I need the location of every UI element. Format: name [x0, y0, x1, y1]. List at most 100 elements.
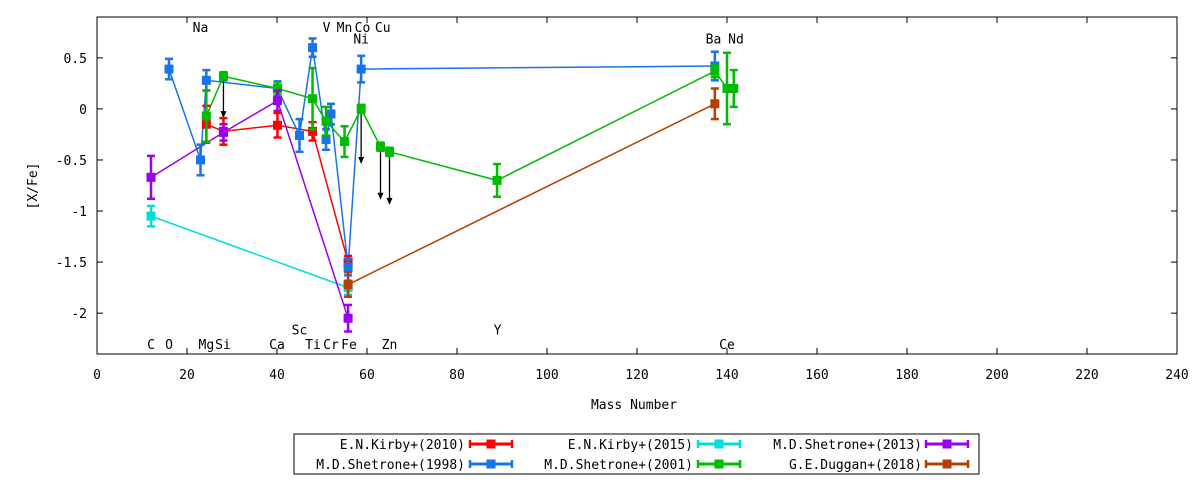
element-label: Sc	[292, 323, 308, 338]
x-tick-label: 180	[895, 368, 918, 383]
legend-label: E.N.Kirby+(2010)	[340, 438, 465, 453]
legend: E.N.Kirby+(2010) M.D.Shetrone+(1998) E.N.K…	[293, 433, 980, 475]
series-line	[347, 103, 716, 286]
legend-marker	[486, 459, 496, 469]
element-label: V	[323, 21, 331, 36]
data-point	[356, 104, 366, 114]
element-label: Ca	[269, 338, 285, 353]
element-label: Y	[494, 323, 502, 338]
legend-label: M.D.Shetrone+(2001)	[544, 458, 693, 473]
data-point	[295, 130, 304, 140]
x-axis-label: Mass Number	[591, 398, 677, 413]
y-tick-label: 0	[79, 103, 87, 118]
x-tick-label: 0	[93, 368, 101, 383]
x-tick-label: 220	[1075, 368, 1098, 383]
data-point	[218, 71, 228, 81]
element-label: Cu	[375, 21, 391, 36]
upper-limit-arrowhead	[377, 192, 384, 200]
element-label: Nd	[728, 32, 744, 47]
data-point	[710, 99, 720, 109]
data-point	[340, 137, 349, 147]
data-point	[308, 94, 318, 104]
y-tick-label: -0.5	[56, 154, 87, 169]
y-tick-label: 0.5	[64, 52, 87, 67]
data-point	[272, 83, 282, 93]
legend-label: M.D.Shetrone+(1998)	[316, 458, 465, 473]
element-label: Ba	[706, 32, 722, 47]
element-label: Ti	[305, 338, 321, 353]
data-point	[385, 147, 394, 157]
x-tick-label: 140	[715, 368, 738, 383]
data-point	[196, 155, 205, 165]
data-point	[201, 111, 211, 121]
x-tick-label: 80	[449, 368, 465, 383]
data-point	[326, 109, 336, 119]
chart-ticks: 0 20 40 60 80 100 120 140 160 180 200 220 240 0.5 0 -0.…	[56, 17, 1189, 383]
element-label: C	[147, 338, 155, 353]
element-label: Ce	[719, 338, 735, 353]
data-point	[146, 172, 156, 182]
legend-marker	[942, 459, 952, 469]
upper-limit-arrowhead	[386, 197, 393, 205]
y-tick-label: -1.5	[56, 256, 87, 271]
upper-limit-arrowhead	[220, 111, 227, 119]
data-point	[356, 64, 366, 74]
y-tick-label: -1	[71, 205, 87, 220]
legend-marker	[714, 439, 724, 449]
x-tick-label: 20	[179, 368, 195, 383]
element-label: Cr	[323, 338, 339, 353]
y-tick-label: -2	[71, 307, 87, 322]
data-point	[376, 142, 385, 152]
legend-marker	[942, 439, 952, 449]
legend-box	[293, 433, 980, 475]
legend-label: E.N.Kirby+(2015)	[568, 438, 693, 453]
element-label: Ni	[353, 32, 369, 47]
data-point	[308, 43, 318, 53]
data-point	[321, 116, 331, 126]
x-tick-label: 40	[269, 368, 285, 383]
element-label: Fe	[341, 338, 357, 353]
element-label: Zn	[382, 338, 398, 353]
data-point	[218, 127, 228, 137]
series-line	[168, 47, 715, 268]
element-label: Mg	[199, 338, 215, 353]
upper-limit-arrows	[220, 80, 393, 205]
chart-axes	[96, 16, 1178, 355]
element-label: Mn	[337, 21, 353, 36]
data-point	[272, 96, 282, 106]
series-line	[150, 215, 349, 289]
x-tick-label: 160	[805, 368, 828, 383]
data-point	[343, 262, 353, 272]
data-point	[729, 83, 739, 93]
data-point	[343, 280, 353, 290]
data-point	[492, 175, 502, 185]
series-points	[146, 37, 739, 333]
element-label: Na	[193, 21, 209, 36]
data-point	[272, 120, 282, 130]
legend-label: M.D.Shetrone+(2013)	[773, 438, 922, 453]
series-line	[150, 99, 349, 319]
y-axis-label: [X/Fe]	[26, 163, 41, 210]
upper-limit-arrowhead	[358, 157, 365, 165]
data-point	[146, 211, 156, 221]
data-point	[343, 313, 353, 323]
plot-frame	[96, 16, 1178, 355]
legend-marker	[486, 439, 496, 449]
element-label: O	[165, 338, 173, 353]
element-label: Co	[355, 21, 371, 36]
data-point	[201, 75, 211, 85]
element-label: Si	[215, 338, 231, 353]
x-tick-label: 200	[985, 368, 1008, 383]
data-point	[722, 83, 732, 93]
legend-label: G.E.Duggan+(2018)	[789, 458, 922, 473]
data-point	[710, 66, 720, 76]
x-tick-label: 240	[1165, 368, 1188, 383]
x-tick-label: 100	[535, 368, 558, 383]
x-tick-label: 60	[359, 368, 375, 383]
x-tick-label: 120	[625, 368, 648, 383]
legend-marker	[714, 459, 724, 469]
series-lines	[150, 47, 734, 319]
data-point	[321, 135, 331, 145]
